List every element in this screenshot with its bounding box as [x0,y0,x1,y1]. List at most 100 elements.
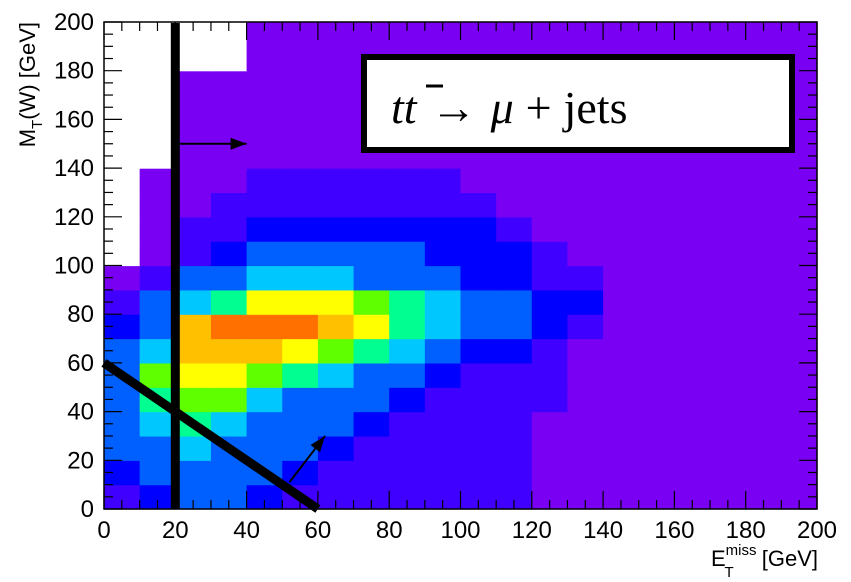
y-tick-label: 20 [67,447,94,474]
heatmap-bin [496,338,533,364]
heatmap-bin [603,241,640,267]
heatmap-bin [353,435,390,461]
heatmap-bin [246,387,283,413]
heatmap-bin [317,387,355,413]
heatmap-bin [424,411,462,437]
heatmap-bin [674,314,711,340]
heatmap-bin [139,241,176,267]
heatmap-bin [531,314,569,340]
heatmap-bin [353,168,390,194]
heatmap-bin [531,192,569,218]
heatmap-bin [496,435,533,461]
heatmap-bin [567,411,604,437]
heatmap-bin [531,216,569,242]
heatmap-bin [674,241,711,267]
heatmap-bin [460,216,497,242]
heatmap-bin [638,338,675,364]
heatmap-bin [317,314,355,340]
heatmap-bin [317,119,355,145]
x-tick-label: 100 [440,517,480,544]
heatmap-bin [389,435,426,461]
heatmap-bin [567,289,604,315]
heatmap-bin [282,265,319,291]
heatmap-bin [139,46,176,72]
heatmap-bin [353,411,390,437]
heatmap-bin [424,241,462,267]
heatmap-bin [139,338,176,364]
heatmap-bin [567,168,604,194]
heatmap-bin [531,265,569,291]
heatmap-bin [674,265,711,291]
heatmap-bin [638,411,675,437]
heatmap-bin [389,289,426,315]
heatmap-bin [282,241,319,267]
heatmap-bin [210,314,248,340]
heatmap-bin [710,314,747,340]
heatmap-bin [638,387,675,413]
heatmap-bin [317,460,355,486]
x-tick-label: 200 [797,517,837,544]
heatmap-bin [603,192,640,218]
heatmap-bin [139,314,176,340]
process-label-frame [361,54,795,153]
heatmap-bin [139,192,176,218]
heatmap-bin [424,168,462,194]
heatmap-bin [317,411,355,437]
heatmap-bin [317,362,355,388]
heatmap-bin [317,435,355,461]
heatmap-bin [175,362,212,388]
y-tick-label: 0 [81,496,94,523]
heatmap-bin [745,411,782,437]
heatmap-bin [246,192,283,218]
heatmap-bin [246,70,283,96]
heatmap-bin [603,289,640,315]
heatmap-bin [317,338,355,364]
heatmap-bin [389,192,426,218]
heatmap-bin [175,168,212,194]
heatmap-bin [210,95,248,120]
heatmap-bin [210,411,248,437]
heatmap-bin [353,387,390,413]
heatmap-bin [246,435,283,461]
heatmap-bin [603,362,640,388]
y-tick-label: 200 [54,9,94,36]
heatmap-bin [745,265,782,291]
heatmap-bin [282,95,319,120]
heatmap-bin [531,241,569,267]
heatmap-bin [460,241,497,267]
heatmap-bin [710,411,747,437]
axis-ticks [103,21,818,510]
heatmap-bin [567,435,604,461]
heatmap-bin [389,314,426,340]
heatmap-bin [282,435,319,461]
heatmap-bin [531,338,569,364]
heatmap-bin [317,216,355,242]
heatmap-bin [710,265,747,291]
heatmap-bin [674,387,711,413]
y-tick-label: 140 [54,155,94,182]
heatmap-bin [353,216,390,242]
heatmap-bin [139,95,176,120]
heatmap-bin [745,216,782,242]
heatmap-bin [531,460,569,486]
heatmap-bin [496,314,533,340]
heatmap-bin [139,362,176,388]
heatmap-bin [460,435,497,461]
heatmap-bin [710,435,747,461]
heatmap-bin [603,411,640,437]
heatmap-bin [603,168,640,194]
heatmap-bin [210,265,248,291]
heatmap-bin [638,314,675,340]
heatmap-bin [246,95,283,120]
heatmap-bin [317,70,355,96]
heatmap-bin [175,46,212,72]
selection-cuts [101,23,326,513]
cut-arrow-head [230,137,247,150]
heatmap-bin [139,70,176,96]
heatmap-bin [210,168,248,194]
heatmap-bin [496,362,533,388]
heatmap-bin [460,460,497,486]
x-tick-label: 20 [162,517,189,544]
heatmap-bin [424,338,462,364]
